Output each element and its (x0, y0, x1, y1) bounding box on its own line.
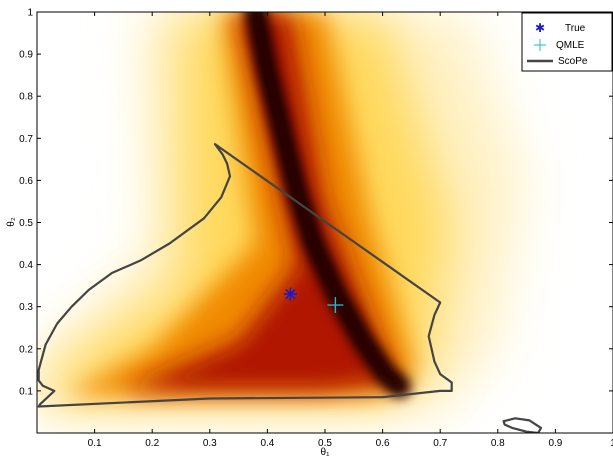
heat-ridge-peak (251, 12, 405, 392)
x-tick-label: 0.8 (491, 438, 505, 449)
y-tick-label: 0.1 (19, 386, 33, 397)
y-tick-label: 0.5 (19, 218, 33, 229)
y-tick-label: 1 (27, 8, 33, 19)
x-axis-ticks: 0.1 0.2 0.3 0.4 0.5 0.6 0.7 0.8 0.9 1 (88, 12, 613, 449)
scope-region-outline (37, 143, 543, 433)
legend-label-scope: ScoPe (558, 56, 588, 67)
y-tick-label: 0.9 (19, 50, 33, 61)
x-tick-label: 0.2 (145, 438, 159, 449)
y-tick-label: 0.2 (19, 344, 33, 355)
estimate-markers (283, 287, 344, 314)
legend-marker-true: ✱ (535, 21, 545, 35)
x-tick-label: 0.9 (548, 438, 562, 449)
x-tick-label: 0.7 (433, 438, 447, 449)
x-tick-label: 0.1 (88, 438, 102, 449)
qmle-point-marker (327, 297, 344, 314)
x-tick-label: 0.5 (318, 438, 332, 449)
legend-label-true: True (565, 23, 586, 34)
scope-region-small (502, 417, 543, 433)
x-tick-label: 0.3 (203, 438, 217, 449)
x-axis-label: θ₁ (321, 447, 331, 458)
legend-label-qmle: QMLE (556, 40, 585, 51)
legend-marker-qmle (534, 39, 546, 51)
true-point-marker (283, 287, 297, 301)
y-tick-label: 0.4 (19, 260, 33, 271)
legend: ✱ True QMLE ScoPe (521, 12, 613, 72)
y-tick-label: 0.7 (19, 134, 33, 145)
x-tick-label: 1 (610, 438, 613, 449)
x-tick-label: 0.4 (260, 438, 274, 449)
y-tick-label: 0.8 (19, 92, 33, 103)
y-tick-label: 0.3 (19, 302, 33, 313)
heatmap-surface (37, 12, 527, 412)
y-tick-label: 0.6 (19, 176, 33, 187)
x-tick-label: 0.6 (376, 438, 390, 449)
y-axis-ticks: 0.1 0.2 0.3 0.4 0.5 0.6 0.7 0.8 0.9 1 (19, 8, 613, 397)
y-axis-label: θ₂ (6, 217, 17, 227)
scope-region-main (37, 143, 453, 408)
